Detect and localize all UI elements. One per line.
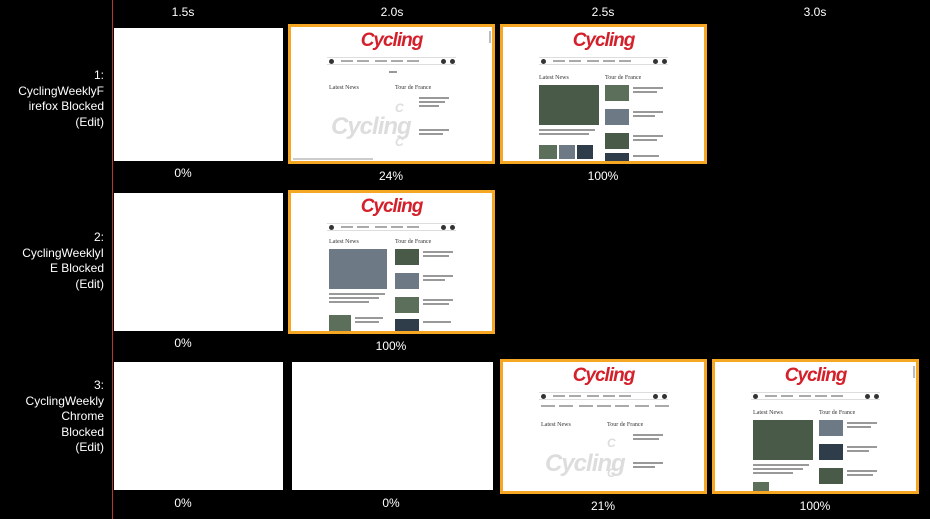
edit-link-row-1[interactable]: (Edit) <box>75 114 104 129</box>
news-image <box>819 468 843 484</box>
scrollbar[interactable] <box>913 366 915 378</box>
news-image <box>577 145 593 159</box>
tour-heading: Tour de France <box>395 85 432 91</box>
news-image <box>539 145 557 159</box>
row-label-1: 1: CyclingWeeklyF irefox Blocked (Edit) <box>0 68 104 130</box>
frame-row3-3-0s[interactable]: Cycling Latest News Tour de France <box>712 359 919 494</box>
visual-progress-label: 100% <box>799 499 831 513</box>
time-label-3-0s: 3.0s <box>803 5 827 19</box>
row-label-line: irefox Blocked <box>28 99 104 113</box>
placeholder-logo: Cycling <box>545 450 626 477</box>
row-label-line: Blocked <box>61 424 104 439</box>
site-nav <box>751 392 880 400</box>
tour-heading: Tour de France <box>819 410 856 416</box>
frame-row2-2-0s[interactable]: Cycling Latest News Tour de France <box>288 190 495 334</box>
news-image <box>539 85 599 125</box>
row-label-line: 1: <box>93 68 104 82</box>
news-image <box>395 319 419 331</box>
news-image <box>605 109 629 125</box>
row-label-line: E Blocked <box>49 261 104 275</box>
placeholder-logo-small: C <box>607 466 616 480</box>
frame-row3-1-5s[interactable] <box>114 362 283 490</box>
tour-heading: Tour de France <box>395 239 432 245</box>
visual-progress-label: 24% <box>378 169 404 183</box>
frame-row1-2-0s[interactable]: Cycling Latest News Tour de France Cycli… <box>288 24 495 164</box>
site-nav <box>539 392 668 400</box>
news-image <box>605 133 629 149</box>
news-image <box>819 444 843 460</box>
visual-progress-label: 0% <box>382 496 400 510</box>
visual-progress-label: 100% <box>375 339 407 353</box>
row-label-line: CyclingWeekly <box>25 393 104 408</box>
page-thumbnail: Cycling Latest News Tour de France <box>715 362 916 491</box>
row-label-2: 2: CyclingWeeklyI E Blocked (Edit) <box>0 230 104 292</box>
site-nav <box>539 57 668 65</box>
site-logo: Cycling <box>784 365 848 386</box>
site-logo: Cycling <box>572 30 636 51</box>
page-thumbnail: Cycling Latest News Tour de France Cycli… <box>503 362 704 491</box>
placeholder-logo: Cycling <box>331 113 412 140</box>
news-image <box>395 249 419 265</box>
time-label-1-5s: 1.5s <box>171 5 195 19</box>
frame-row1-1-5s[interactable] <box>114 28 283 161</box>
time-label-2-0s: 2.0s <box>380 5 404 19</box>
row-label-line: 2: <box>93 230 104 244</box>
news-image <box>605 85 629 101</box>
status-bar <box>293 158 373 160</box>
news-image <box>605 153 629 161</box>
news-image <box>753 420 813 460</box>
visual-progress-label: 21% <box>590 499 616 513</box>
frame-row2-1-5s[interactable] <box>114 193 283 331</box>
placeholder-logo-small: C <box>395 101 404 115</box>
timeline-divider <box>112 0 113 519</box>
row-label-line: CyclingWeeklyI <box>22 245 104 260</box>
page-thumbnail: Cycling Latest News Tour de France <box>503 27 704 161</box>
visual-progress-label: 0% <box>174 496 192 510</box>
placeholder-logo-small: C <box>395 135 404 149</box>
visual-progress-label: 100% <box>587 169 619 183</box>
news-image <box>329 315 351 331</box>
row-label-line: CyclingWeeklyF <box>18 83 104 98</box>
news-image <box>559 145 575 159</box>
edit-link-row-2[interactable]: (Edit) <box>75 276 104 291</box>
latest-news-heading: Latest News <box>539 75 569 81</box>
frame-row1-2-5s[interactable]: Cycling Latest News Tour de France <box>500 24 707 164</box>
visual-progress-label: 0% <box>174 336 192 350</box>
row-label-line: Chrome <box>61 409 104 423</box>
visual-progress-label: 0% <box>174 166 192 180</box>
scrollbar[interactable] <box>489 31 491 43</box>
tour-heading: Tour de France <box>605 75 642 81</box>
page-thumbnail: Cycling Latest News Tour de France Cycli… <box>291 27 492 161</box>
site-logo: Cycling <box>572 365 636 386</box>
latest-news-heading: Latest News <box>329 239 359 245</box>
news-image <box>395 297 419 313</box>
news-image <box>395 273 419 289</box>
latest-news-heading: Latest News <box>329 85 359 91</box>
news-image <box>819 420 843 436</box>
tour-heading: Tour de France <box>607 422 644 428</box>
site-nav <box>327 223 456 231</box>
site-logo: Cycling <box>360 30 424 51</box>
row-label-line: 3: <box>93 378 104 392</box>
site-logo: Cycling <box>360 196 424 217</box>
site-nav <box>327 57 456 65</box>
news-image <box>753 482 769 491</box>
time-label-2-5s: 2.5s <box>591 5 615 19</box>
latest-news-heading: Latest News <box>541 422 571 428</box>
frame-row3-2-0s[interactable] <box>292 362 493 490</box>
frame-row3-2-5s[interactable]: Cycling Latest News Tour de France Cycli… <box>500 359 707 494</box>
edit-link-row-3[interactable]: (Edit) <box>75 440 104 454</box>
news-image <box>329 249 387 289</box>
page-thumbnail: Cycling Latest News Tour de France <box>291 193 492 331</box>
row-label-3: 3: CyclingWeekly Chrome Blocked (Edit) <box>0 378 104 456</box>
placeholder-logo-small: C <box>607 436 616 450</box>
site-subnav <box>539 404 669 409</box>
latest-news-heading: Latest News <box>753 410 783 416</box>
